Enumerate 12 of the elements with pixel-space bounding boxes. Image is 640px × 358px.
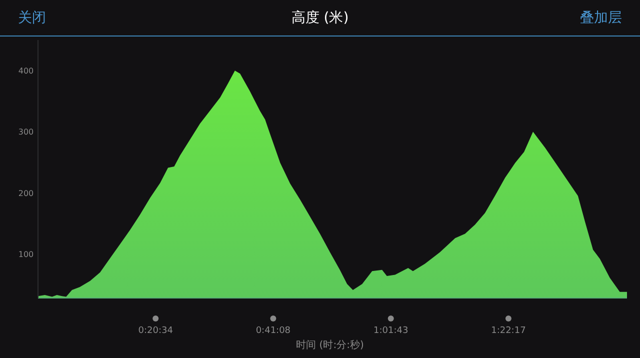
x-tick-label: 0:41:08 [256, 326, 291, 336]
x-tick-label: 0:20:34 [138, 326, 174, 336]
text: 关闭 [18, 10, 46, 26]
y-tick-label: 300 [18, 128, 34, 137]
y-tick-label: 400 [18, 66, 34, 76]
y-tick-label: 200 [18, 188, 34, 198]
chart-title: 高度 (米) [291, 10, 349, 26]
x-tick-label: 1:22:17 [491, 326, 526, 336]
x-tick-label: 1:01:43 [374, 326, 408, 336]
y-tick-label: 100 [18, 250, 34, 259]
text: 叠加层 [580, 10, 622, 26]
x-axis-title: 时间 (时:分:秒) [296, 339, 364, 351]
